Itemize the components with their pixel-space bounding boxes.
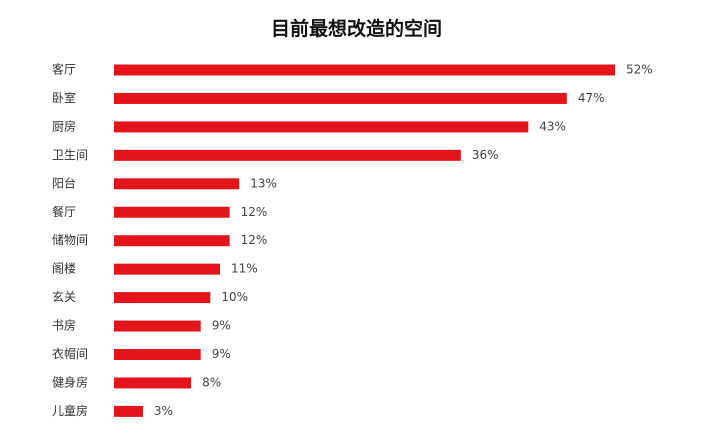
bar — [114, 405, 143, 417]
category-label: 厨房 — [52, 118, 76, 133]
category-label: 卧室 — [52, 90, 76, 105]
category-label: 阁楼 — [52, 261, 76, 276]
value-label: 36% — [472, 148, 499, 162]
bar — [114, 377, 192, 389]
category-label: 玄关 — [52, 289, 76, 304]
bar — [114, 206, 230, 218]
bar — [114, 178, 240, 190]
category-label: 储物间 — [52, 232, 88, 247]
bar — [114, 263, 220, 275]
value-label: 13% — [250, 176, 277, 190]
value-label: 43% — [539, 119, 566, 133]
category-label: 卫生间 — [52, 148, 88, 162]
value-label: 11% — [231, 262, 258, 276]
chart-title: 目前最想改造的空间 — [270, 18, 442, 40]
category-label: 餐厅 — [52, 204, 76, 219]
category-label: 健身房 — [52, 374, 88, 389]
bar — [114, 149, 461, 161]
category-label: 衣帽间 — [52, 346, 88, 361]
value-label: 52% — [626, 63, 653, 77]
bar — [114, 121, 529, 133]
category-label: 儿童房 — [52, 403, 88, 418]
value-label: 12% — [241, 233, 268, 247]
bar — [114, 292, 211, 304]
bar — [114, 349, 201, 360]
bar — [114, 64, 615, 76]
bar — [114, 235, 230, 247]
value-label: 47% — [578, 91, 605, 105]
category-label: 书房 — [52, 318, 76, 333]
category-label: 阳台 — [52, 175, 76, 190]
category-label: 客厅 — [52, 62, 76, 77]
bar — [114, 320, 201, 332]
value-label: 8% — [202, 375, 221, 389]
value-label: 3% — [154, 404, 173, 418]
value-label: 9% — [212, 347, 231, 361]
bar — [114, 92, 567, 104]
value-label: 12% — [241, 205, 268, 219]
value-label: 10% — [221, 290, 248, 304]
value-label: 9% — [212, 319, 231, 333]
